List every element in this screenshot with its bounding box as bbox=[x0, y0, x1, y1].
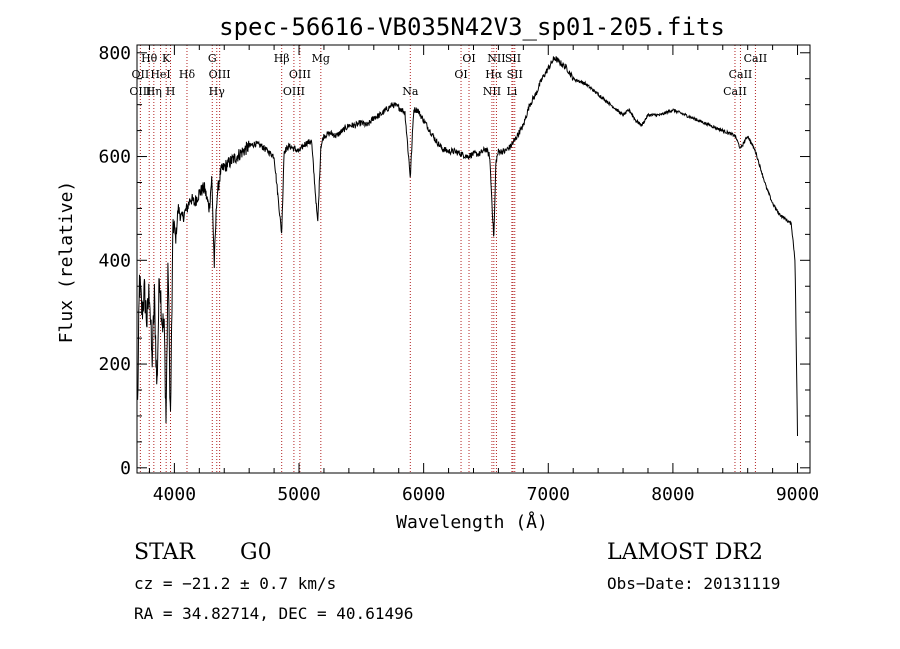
x-axis: 4000 5000 6000 7000 8000 9000 bbox=[148, 45, 819, 505]
redshift-cz: cz = −21.2 ± 0.7 km/s bbox=[134, 574, 337, 593]
plot-frame bbox=[136, 44, 811, 474]
line-label-6: Hη bbox=[146, 85, 162, 98]
line-label-8: G bbox=[208, 52, 217, 65]
x-axis-label: Wavelength (Å) bbox=[396, 511, 548, 533]
line-label-21: SII bbox=[507, 68, 523, 81]
observation-date: Obs−Date: 20131119 bbox=[607, 574, 781, 593]
line-label-26: CaII bbox=[723, 85, 747, 98]
y-tick-label-4: 800 bbox=[98, 43, 131, 64]
line-label-3: HeI bbox=[150, 68, 170, 81]
line-label-20: Hα bbox=[485, 68, 503, 81]
spectrum-series bbox=[137, 55, 798, 437]
line-label-2: OII bbox=[132, 68, 150, 81]
x-tick-label-0: 4000 bbox=[153, 484, 196, 505]
chart-title: spec-56616-VB035N42V3_sp01-205.fits bbox=[219, 13, 725, 41]
line-label-10: Hγ bbox=[209, 85, 226, 98]
line-label-15: Na bbox=[402, 85, 419, 98]
x-tick-label-4: 8000 bbox=[651, 484, 694, 505]
x-tick-label-3: 7000 bbox=[527, 484, 570, 505]
spectral-line-markers bbox=[139, 45, 756, 473]
line-label-14: Mg bbox=[312, 52, 330, 65]
object-subclass: G0 bbox=[240, 540, 272, 565]
line-label-7: H bbox=[166, 85, 176, 98]
y-tick-label-1: 200 bbox=[98, 354, 131, 375]
line-label-22: NII bbox=[483, 85, 501, 98]
line-label-19: SII bbox=[505, 52, 521, 65]
y-tick-label-3: 600 bbox=[98, 147, 131, 168]
y-tick-label-0: 0 bbox=[120, 458, 131, 479]
line-label-12: OIII bbox=[289, 68, 311, 81]
line-label-9: OIII bbox=[209, 68, 231, 81]
line-label-1: K bbox=[162, 52, 171, 65]
line-label-18: NII bbox=[487, 52, 505, 65]
y-axis-label: Flux (relative) bbox=[56, 181, 77, 344]
x-tick-label-5: 9000 bbox=[776, 484, 819, 505]
line-label-25: CaII bbox=[729, 68, 753, 81]
y-axis: 0 200 400 600 800 bbox=[98, 43, 810, 479]
x-tick-label-1: 5000 bbox=[277, 484, 320, 505]
line-label-5: OIII bbox=[129, 85, 151, 98]
line-label-11: Hβ bbox=[274, 52, 290, 65]
line-label-4: Hδ bbox=[179, 68, 196, 81]
survey-name: LAMOST DR2 bbox=[607, 540, 763, 565]
line-label-16: OI bbox=[462, 52, 475, 65]
line-label-23: Li bbox=[506, 85, 517, 98]
line-label-17: OI bbox=[454, 68, 467, 81]
x-tick-label-2: 6000 bbox=[402, 484, 445, 505]
y-tick-label-2: 400 bbox=[98, 250, 131, 271]
line-label-13: OIII bbox=[283, 85, 305, 98]
line-label-0: Hθ bbox=[141, 52, 158, 65]
object-class: STAR bbox=[134, 540, 195, 565]
coordinates: RA = 34.82714, DEC = 40.61496 bbox=[134, 604, 414, 623]
line-label-24: CaII bbox=[744, 52, 768, 65]
